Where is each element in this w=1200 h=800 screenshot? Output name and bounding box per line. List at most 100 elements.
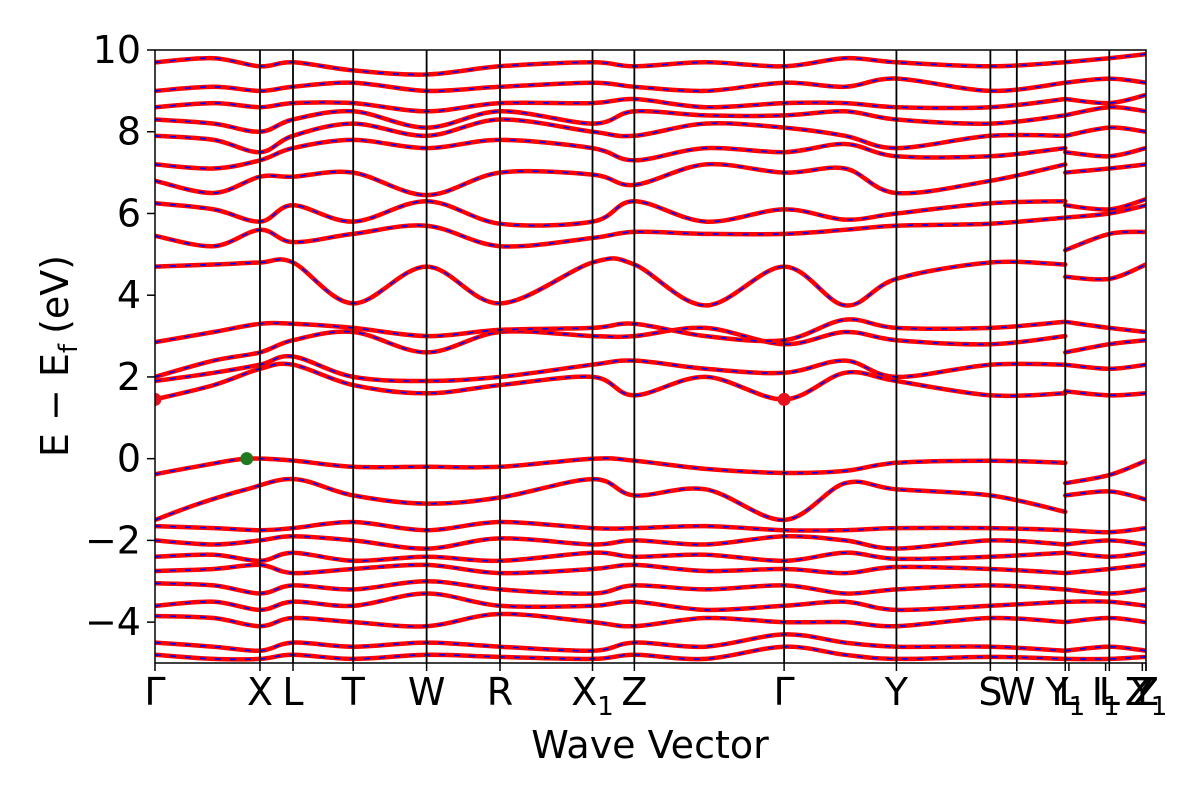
x-tick-label-13-subscript: 1 [1069,692,1086,722]
y-tick-label-3: 0 [117,437,141,481]
band-line-5 [155,325,1068,380]
band-line-7-dashed [155,257,1066,307]
x-tick-label-7: X1 [571,670,614,722]
tail-band-line-1 [1063,458,1146,486]
x-tick-label-1-text: Γ [144,670,165,714]
x-tick-extra-label-2-text: I [1092,670,1103,714]
x-tick-label-8-text: Z [621,670,647,714]
extrema-markers [155,392,791,466]
band-line-11-dashed [155,139,1066,170]
y-tick-label-1: −4 [85,600,141,644]
tail-band-line-26 [1063,654,1146,662]
y-tick-label-6: 6 [117,191,141,235]
x-tick-label-1: Γ [144,670,165,714]
y-tick-label-7: 8 [117,110,141,154]
x-tick-label-11-text: S [978,670,1002,714]
band-line-3 [155,361,1068,402]
marker-vbm-3 [240,452,254,466]
band-line-8 [155,215,1068,249]
x-tick-extra-label-3: Y [1130,670,1155,714]
tail-band-line-19 [1063,538,1146,547]
tail-band-line-5 [1063,337,1146,355]
tail-band-line-14 [1063,104,1146,118]
x-tick-label-2-text: X [247,670,273,714]
x-tick-extra-label-1-text: L [1058,670,1079,714]
x-tick-label-9-text: Γ [774,670,795,714]
y-axis-label-unit: (eV) [33,255,77,334]
band-line-20 [155,562,1068,576]
band-line-9 [155,198,1068,228]
y-tick-label-4: 2 [117,355,141,399]
x-tick-label-15: Z [1133,670,1159,714]
y-axis-label: E − Ef (eV) [33,255,84,457]
x-tick-label-6: R [487,670,513,714]
tail-band-line-6 [1063,319,1146,335]
x-tick-extra-label-1: L [1058,670,1079,714]
tail-band-line-8 [1063,229,1146,253]
x-tick-label-13: Y1 [1044,670,1085,722]
marker-cbm-1 [155,392,162,406]
band-line-4-dashed [155,355,1066,382]
x-tick-label-4: T [341,670,366,714]
band-line-21 [155,579,1068,596]
tail-band-line-15 [1063,92,1146,106]
band-line-18 [155,533,1068,551]
tail-band-line-11 [1063,162,1146,175]
x-tick-extra-label-4-text: Z [1125,670,1151,714]
bands-layer [155,51,1146,662]
y-axis-label-subscript: f [54,343,84,353]
x-tick-label-10-text: Y [884,670,909,714]
band-line-7 [155,256,1068,308]
band-line-16 [155,55,1068,77]
x-axis-ticks: Γ X L T W R X1 Z Γ Y SW Y1 L ZL I1 YZ1 [144,663,1167,722]
band-line-19 [155,550,1068,564]
y-tick-label-5: 4 [117,273,141,317]
x-tick-label-12-text: W [998,670,1036,714]
tail-band-line-24 [1063,615,1146,625]
band-line-4 [155,353,1068,384]
band-line-5-dashed [155,326,1066,378]
tail-band-line-12 [1063,145,1146,159]
high-symmetry-lines [259,50,1111,663]
x-axis-label: Wave Vector [531,723,769,767]
x-tick-label-4-text: T [341,670,366,714]
x-tick-label-6-text: R [487,670,513,714]
x-tick-label-8: Z [621,670,647,714]
marker-cbm-2 [777,392,791,406]
x-tick-extra-label-2: I1 [1092,670,1120,722]
band-line-14 [155,96,1068,114]
x-tick-label-14-text: L [1099,670,1120,714]
tail-band-line-22 [1063,587,1146,596]
band-line-13 [155,108,1068,134]
x-tick-label-2: X [247,670,273,714]
x-tick-label-3-text: L [282,670,303,714]
band-line-12-dashed [155,118,1066,154]
x-tick-extra-label-2-subscript: 1 [1103,692,1120,722]
x-tick-extra-label-4-subscript: 1 [1151,692,1168,722]
tail-band-line-2 [1063,489,1146,502]
x-tick-label-7-text: X [571,670,597,714]
x-tick-label-14: L [1099,670,1120,714]
y-axis-ticks: −4 −2 0 2 4 6 8 10 [85,28,155,644]
x-tick-extra-label-3-text: Y [1130,670,1155,714]
x-tick-label-5-text: W [408,670,446,714]
band-line-2-dashed [155,478,1066,521]
band-line-8-dashed [155,216,1066,248]
x-tick-label-10: Y [884,670,909,714]
x-tick-label-13-text: Y [1044,670,1069,714]
x-tick-label-7-subscript: 1 [597,692,614,722]
band-line-23 [155,611,1068,629]
tail-band-line-25 [1063,644,1146,653]
band-line-2 [155,476,1068,523]
tail-band-line-21 [1063,562,1146,576]
tail-band-line-18 [1063,525,1146,535]
plot-frame [154,49,1147,664]
band-line-22-dashed [155,592,1066,611]
tail-band-line-23 [1063,599,1146,609]
tail-band-line-16 [1063,76,1146,85]
y-axis-label-main: E − E [33,353,77,457]
x-tick-label-12: W [998,670,1036,714]
tail-band-line-17 [1063,51,1146,65]
tail-band-line-3 [1063,388,1146,398]
